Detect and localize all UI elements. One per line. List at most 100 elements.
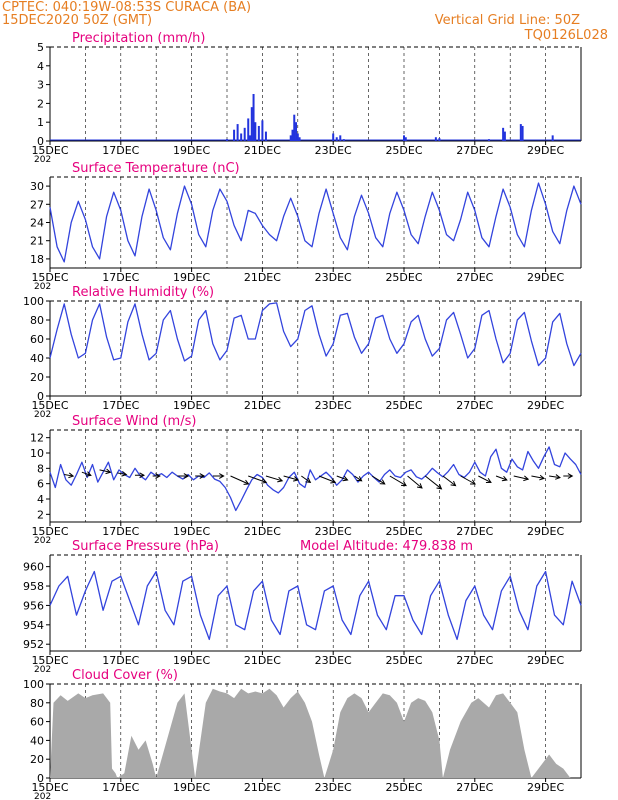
rh-line bbox=[49, 302, 582, 367]
wind-arrow-head bbox=[277, 476, 284, 483]
wind-arrow-head bbox=[485, 477, 492, 484]
wind-arrow-head bbox=[470, 479, 476, 485]
pres-ytick-label: 954 bbox=[23, 619, 44, 632]
precip-bar bbox=[339, 135, 342, 141]
precip-bar bbox=[233, 129, 236, 141]
temp-ytick-label: 18 bbox=[30, 253, 44, 266]
cloud-ytick-label: 0 bbox=[37, 772, 44, 785]
temp-title: Surface Temperature (nC) bbox=[72, 161, 240, 176]
precip-bar bbox=[243, 127, 246, 141]
rh-ytick-label: 20 bbox=[30, 371, 44, 384]
pres-xtick-label: 21DEC bbox=[244, 654, 281, 667]
wind-xtick-label: 21DEC bbox=[244, 525, 281, 538]
wind-arrow-head bbox=[293, 476, 300, 482]
precip-bar bbox=[298, 137, 301, 141]
precip-bar bbox=[252, 94, 255, 141]
precip-bar bbox=[247, 118, 250, 141]
precip-bar bbox=[521, 125, 524, 141]
wind-arrow bbox=[248, 475, 267, 483]
station-line: CPTEC: 040:19W-08:53S CURACA (BA) bbox=[2, 0, 252, 15]
wind-arrow-head bbox=[139, 472, 146, 479]
precip-ytick-label: 3 bbox=[37, 79, 44, 92]
wind-arrow-head bbox=[199, 473, 206, 479]
precip-title: Precipitation (mm/h) bbox=[72, 31, 205, 46]
rh-xtick-label: 27DEC bbox=[456, 399, 493, 412]
pres-xtick-label: 23DEC bbox=[315, 654, 352, 667]
wind-arrow bbox=[230, 475, 249, 485]
wind-arrow-head bbox=[523, 475, 530, 482]
temp-xtick-label: 25DEC bbox=[385, 271, 422, 284]
rh-xtick-label: 29DEC bbox=[527, 399, 564, 412]
rh-ytick-label: 100 bbox=[23, 295, 44, 308]
cloud-xtick-label: 15DEC bbox=[31, 781, 68, 794]
temp-ytick-label: 30 bbox=[30, 180, 44, 193]
wind-arrow bbox=[64, 473, 74, 477]
precip-bar bbox=[261, 120, 264, 141]
temp-xtick-label: 15DEC bbox=[31, 271, 68, 284]
pres-ytick-label: 960 bbox=[23, 561, 44, 574]
precip-xtick-label: 15DEC bbox=[31, 144, 68, 157]
rh-panel bbox=[46, 300, 582, 400]
temp-xtick-label: 19DEC bbox=[173, 271, 210, 284]
wind-arrow-head bbox=[121, 471, 128, 477]
precip-xtick-label: 17DEC bbox=[102, 144, 139, 157]
wind-arrow-head bbox=[68, 472, 75, 479]
temp-year-stub: 202 bbox=[34, 282, 51, 292]
wind-arrow-head bbox=[450, 480, 457, 487]
cloud-xtick-label: 29DEC bbox=[527, 781, 564, 794]
wind-arrow-head bbox=[356, 476, 363, 482]
rh-ytick-label: 40 bbox=[30, 352, 44, 365]
wind-xtick-label: 27DEC bbox=[456, 525, 493, 538]
precip-ytick-label: 4 bbox=[37, 60, 44, 73]
wind-arrow bbox=[442, 475, 456, 486]
temp-xtick-label: 23DEC bbox=[315, 271, 352, 284]
pres-xtick-label: 15DEC bbox=[31, 654, 68, 667]
wind-arrow bbox=[81, 471, 92, 476]
wind-arrow bbox=[354, 475, 362, 482]
wind-arrow-head bbox=[85, 471, 92, 477]
wind-xtick-label: 15DEC bbox=[31, 525, 68, 538]
wind-ytick-label: 2 bbox=[37, 508, 44, 521]
temp-xtick-label: 17DEC bbox=[102, 271, 139, 284]
wind-arrow bbox=[117, 472, 127, 476]
wind-arrow-head bbox=[436, 484, 443, 490]
wind-arrow-head bbox=[243, 479, 250, 485]
wind-xtick-label: 25DEC bbox=[385, 525, 422, 538]
precip-bar bbox=[434, 137, 437, 141]
wind-arrow bbox=[283, 475, 299, 481]
precip-bar bbox=[293, 114, 296, 141]
rh-ytick-label: 80 bbox=[30, 314, 44, 327]
precip-bar bbox=[295, 122, 298, 141]
precip-bar bbox=[519, 124, 522, 141]
wind-arrow bbox=[389, 475, 407, 487]
precip-bar bbox=[335, 137, 338, 141]
wind-line bbox=[49, 446, 582, 512]
wind-arrow bbox=[407, 475, 423, 489]
wind-arrow-head bbox=[501, 475, 508, 482]
precip-ytick-label: 2 bbox=[37, 97, 44, 110]
cloud-ytick-label: 20 bbox=[30, 753, 44, 766]
cloud-ytick-label: 80 bbox=[30, 697, 44, 710]
run-code: TQ0126L028 bbox=[524, 28, 608, 43]
wind-arrow bbox=[301, 475, 311, 483]
precip-xtick-label: 29DEC bbox=[527, 144, 564, 157]
rh-xtick-label: 19DEC bbox=[173, 399, 210, 412]
cloud-xtick-label: 25DEC bbox=[385, 781, 422, 794]
pres-panel bbox=[46, 554, 582, 655]
precip-year-stub: 202 bbox=[34, 155, 51, 165]
precip-ytick-label: 1 bbox=[37, 116, 44, 129]
cloud-panel bbox=[46, 683, 582, 782]
cloud-xtick-label: 21DEC bbox=[244, 781, 281, 794]
wind-arrow bbox=[371, 475, 386, 485]
precip-ytick-label: 0 bbox=[37, 135, 44, 148]
precip-bar bbox=[503, 131, 506, 141]
precip-bar bbox=[236, 124, 239, 141]
cloud-ytick-label: 100 bbox=[23, 678, 44, 691]
temp-panel bbox=[46, 176, 582, 272]
wind-ytick-label: 6 bbox=[37, 478, 44, 491]
cloud-xtick-label: 23DEC bbox=[315, 781, 352, 794]
cloud-xtick-label: 17DEC bbox=[102, 781, 139, 794]
precip-bar bbox=[296, 133, 299, 141]
precip-bar bbox=[291, 129, 294, 141]
precip-xtick-label: 27DEC bbox=[456, 144, 493, 157]
